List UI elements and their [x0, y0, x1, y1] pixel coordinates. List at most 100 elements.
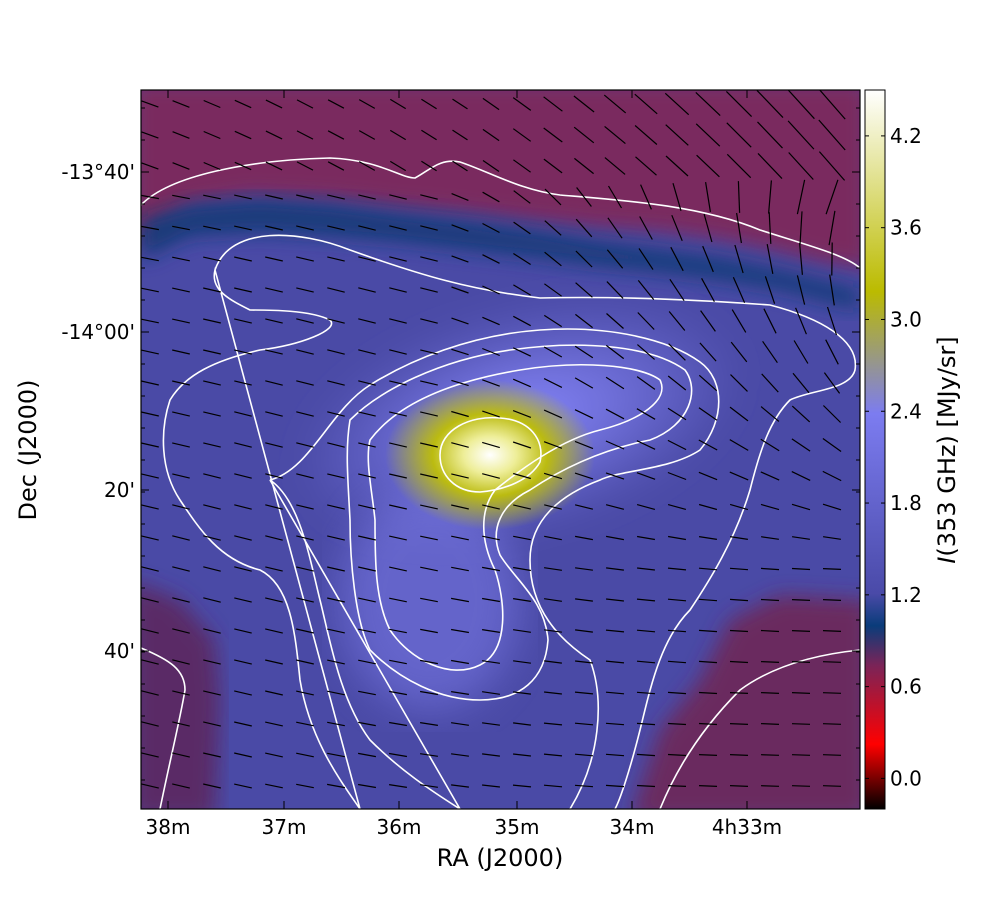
- polarization-vector: [265, 752, 283, 758]
- polarization-vector: [729, 471, 749, 481]
- polarization-vector: [605, 660, 625, 664]
- polarization-vector: [141, 566, 159, 572]
- polarization-vector: [482, 535, 500, 541]
- y-axis: -13°40' -14°00' 20' 40': [61, 107, 860, 781]
- polarization-vector: [760, 503, 780, 511]
- polarization-vector: [389, 628, 407, 634]
- polarization-vector: [543, 784, 563, 788]
- polarization-vector: [421, 98, 437, 110]
- polarization-vector: [327, 628, 345, 634]
- polarization-vector: [389, 442, 407, 448]
- polarization-vector: [265, 442, 283, 448]
- polarization-vector: [575, 598, 593, 602]
- polarization-vector: [265, 504, 283, 510]
- polarization-vector: [791, 661, 811, 663]
- polarization-vector: [726, 122, 752, 148]
- colorbar-label: I(353 GHz) [MJy/sr]: [933, 336, 961, 563]
- polarization-vector: [234, 566, 252, 572]
- polarization-vector: [327, 411, 345, 417]
- polarization-vector: [451, 473, 469, 479]
- polarization-vector: [672, 183, 682, 211]
- polarization-vector: [451, 286, 469, 294]
- polarization-vector: [141, 380, 159, 386]
- polarization-vector: [791, 438, 811, 452]
- polarization-vector: [766, 243, 774, 275]
- polarization-vector: [636, 408, 656, 420]
- polarization-vector: [796, 179, 806, 215]
- polarization-vector: [605, 440, 625, 450]
- polarization-vector: [141, 721, 159, 727]
- polarization-vector: [513, 221, 531, 235]
- polarization-vector: [296, 473, 314, 479]
- polarization-vector: [636, 629, 656, 633]
- polarization-vector: [482, 316, 500, 326]
- polarization-vector: [234, 380, 252, 386]
- polarization-vector: [543, 96, 563, 112]
- polarization-vector: [667, 722, 687, 726]
- polarization-vector: [265, 659, 283, 665]
- polarization-vector: [698, 471, 718, 481]
- polarization-vector: [265, 256, 283, 262]
- polarization-vector: [265, 287, 283, 293]
- polarization-vector: [141, 349, 159, 355]
- polarization-vector: [636, 598, 656, 602]
- polarization-vector: [296, 628, 314, 634]
- polarization-vector: [482, 597, 500, 603]
- polarization-vector: [822, 661, 842, 663]
- polarization-vector: [203, 99, 221, 109]
- polarization-vector: [792, 372, 810, 394]
- polarization-vector: [420, 287, 438, 293]
- polarization-vector: [296, 349, 314, 355]
- polarization-vector: [203, 349, 221, 355]
- polarization-vector: [698, 503, 718, 511]
- polarization-vector: [358, 535, 376, 541]
- polarization-vector: [203, 380, 221, 386]
- polarization-vector: [234, 411, 252, 417]
- polarization-vector: [605, 691, 625, 695]
- polarization-vector: [544, 188, 562, 206]
- polarization-vector: [574, 440, 594, 450]
- polarization-vector: [389, 473, 407, 479]
- polarization-vector: [667, 375, 687, 391]
- polarization-vector: [574, 753, 594, 757]
- polarization-vector: [296, 256, 314, 262]
- polarization-vector: [234, 442, 252, 448]
- polarization-vector: [141, 131, 159, 139]
- polarization-vector: [389, 784, 407, 788]
- polarization-vector: [482, 254, 500, 264]
- polarization-vector: [544, 283, 562, 297]
- polarization-vector: [667, 439, 687, 451]
- polarization-vector: [760, 629, 780, 633]
- polarization-vector: [296, 194, 314, 200]
- polarization-vector: [512, 441, 532, 449]
- polarization-vector: [358, 659, 376, 665]
- polarization-vector: [296, 659, 314, 665]
- polarization-vector: [669, 278, 685, 302]
- polarization-vector: [512, 378, 532, 388]
- polarization-vector: [234, 318, 252, 324]
- polarization-vector: [451, 753, 469, 757]
- polarization-vector: [700, 310, 716, 332]
- polarization-vector: [513, 660, 531, 664]
- polarization-vector: [726, 153, 752, 179]
- polarization-vector: [141, 162, 159, 170]
- polarization-vector: [637, 280, 655, 300]
- polarization-vector: [234, 628, 252, 634]
- polarization-vector: [761, 373, 779, 393]
- polarization-vector: [828, 210, 836, 246]
- polarization-vector: [141, 256, 159, 262]
- x-axis-label: RA (J2000): [437, 844, 564, 872]
- polarization-vector: [573, 95, 595, 113]
- polarization-vector: [203, 161, 221, 171]
- polarization-vector: [825, 339, 839, 365]
- polarization-vector: [358, 473, 376, 479]
- polarization-vector: [451, 628, 469, 634]
- polarization-vector: [327, 721, 345, 727]
- polarization-vector: [605, 784, 625, 788]
- polarization-vector: [358, 721, 376, 727]
- polarization-vector: [544, 220, 562, 236]
- polarization-vector: [389, 411, 407, 417]
- polarization-vector: [729, 503, 749, 511]
- polarization-vector: [141, 318, 159, 324]
- polarization-vector: [636, 784, 656, 788]
